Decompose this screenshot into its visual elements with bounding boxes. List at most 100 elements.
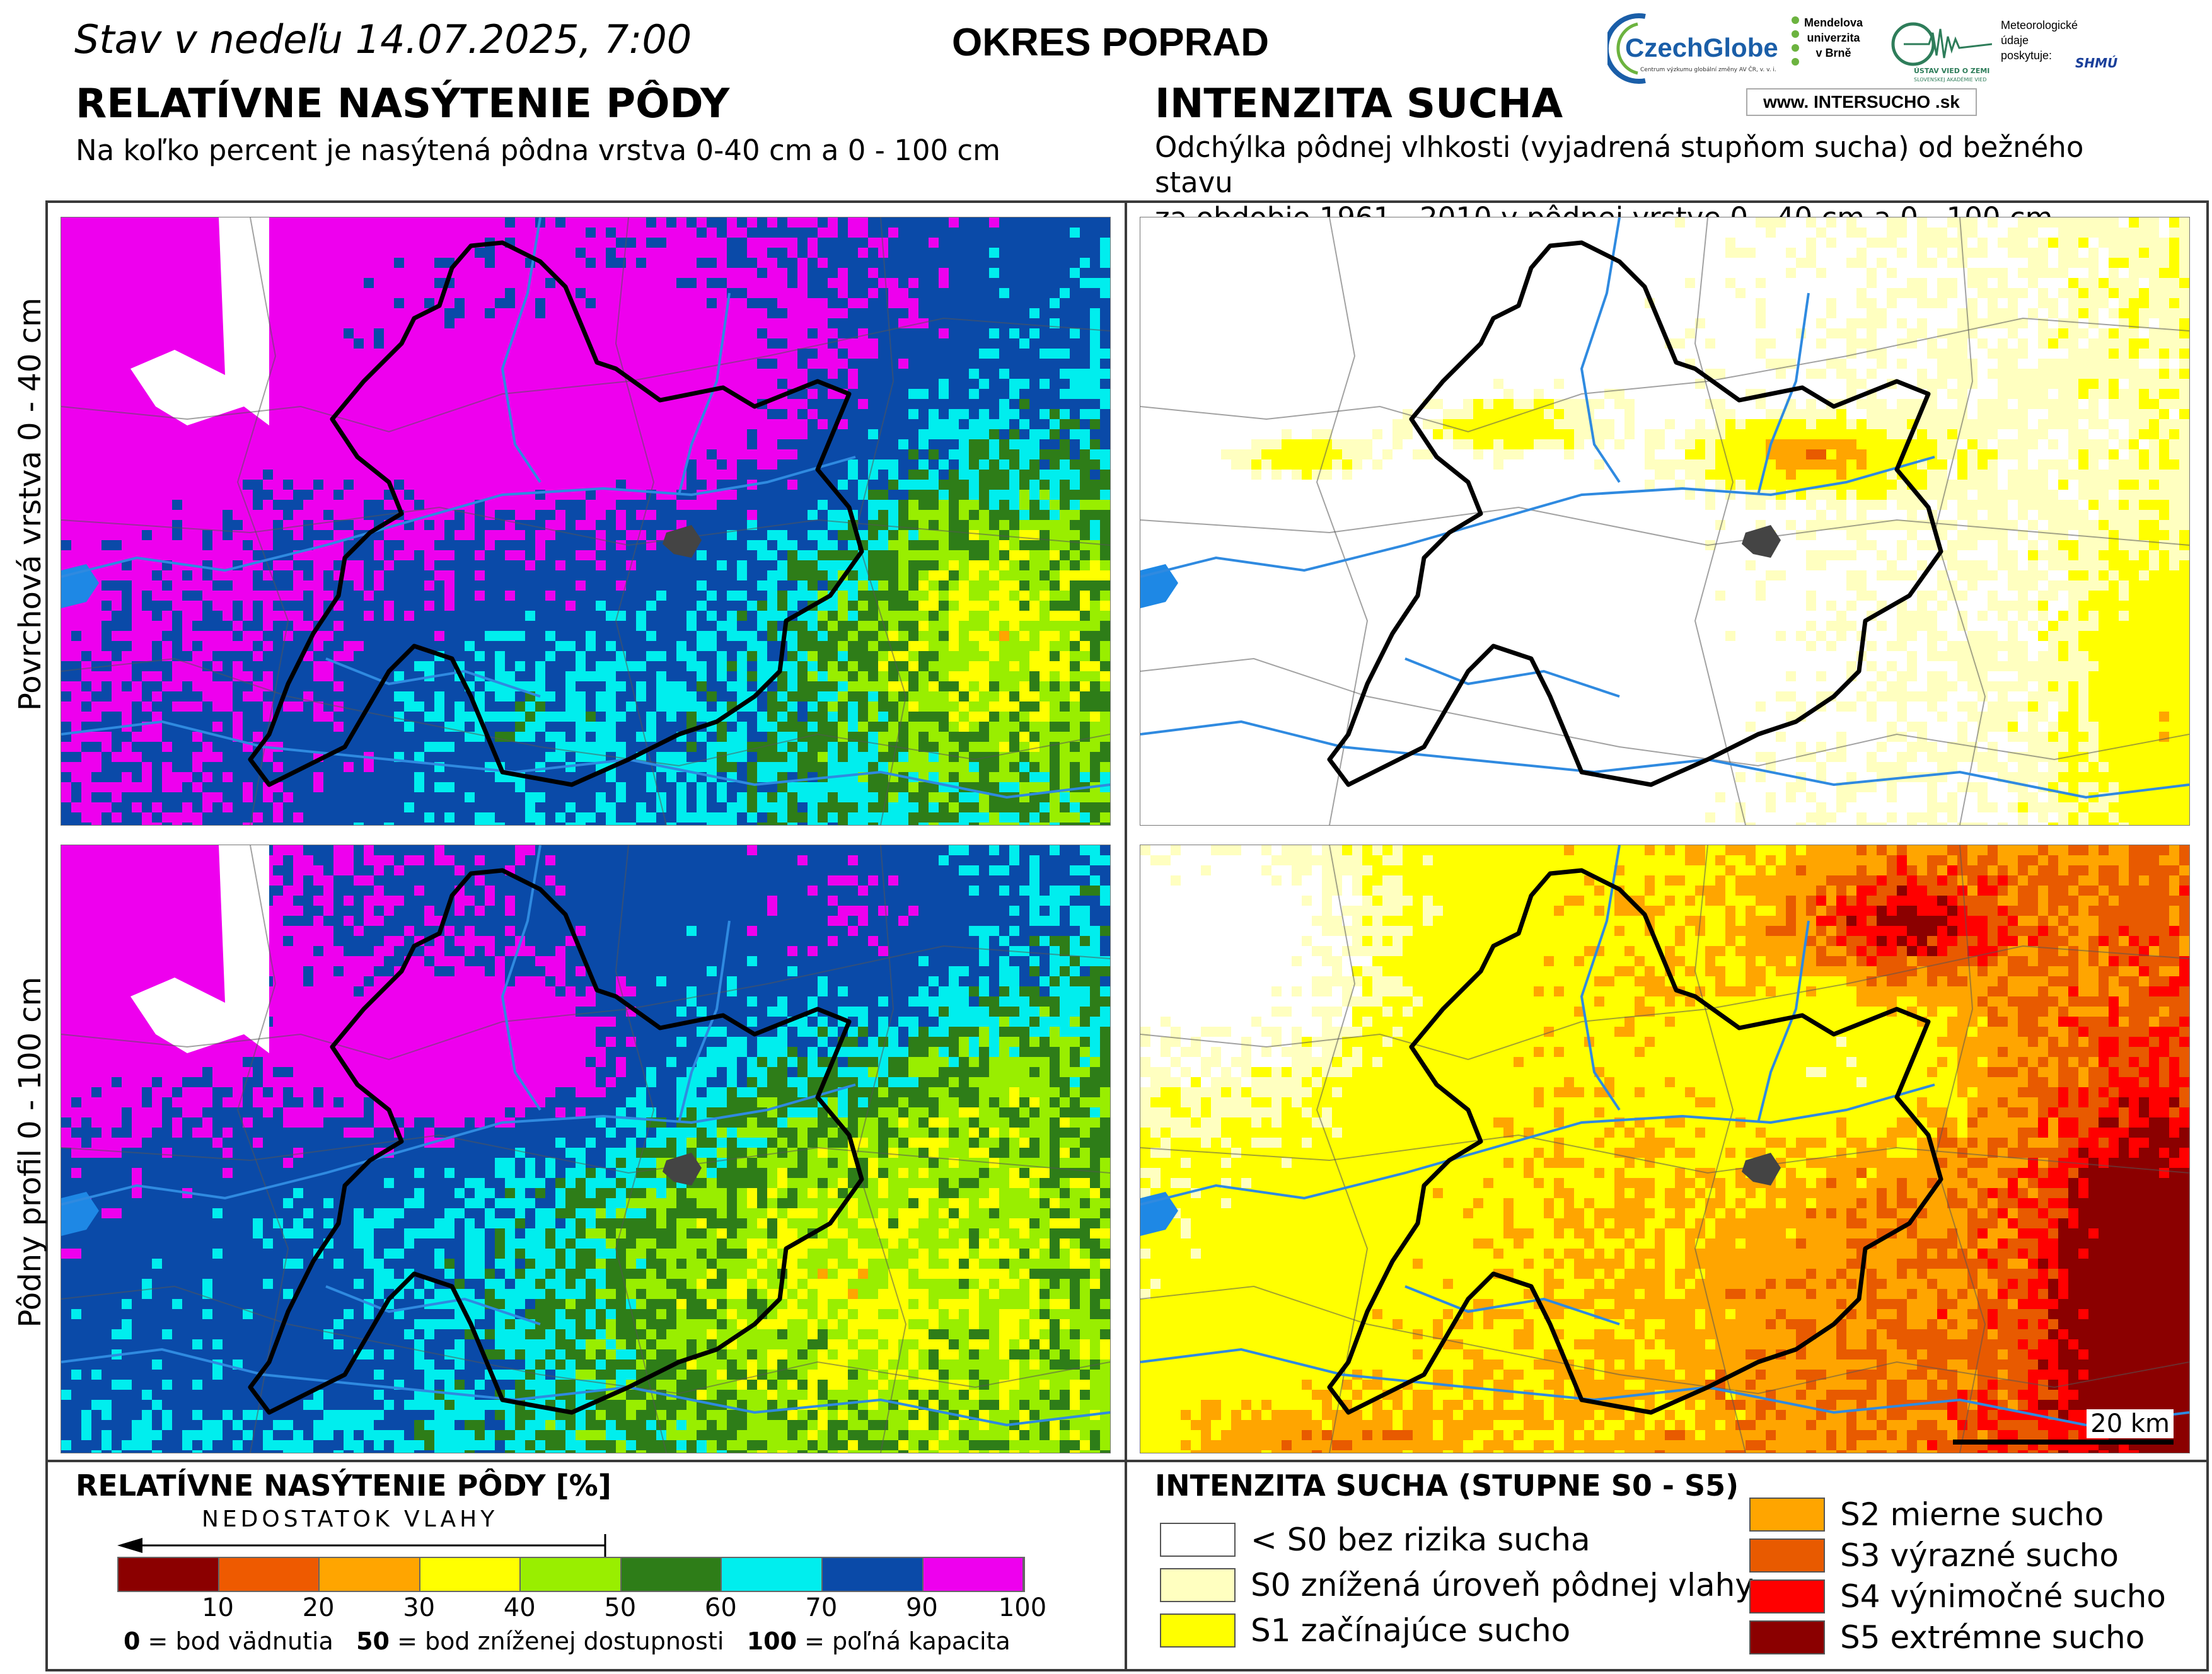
map-cell [525, 439, 535, 449]
map-cell [162, 470, 172, 480]
map-cell [555, 389, 565, 399]
map-cell [616, 661, 626, 671]
map-cell [323, 490, 333, 500]
map-cell [394, 278, 404, 288]
map-cell [576, 449, 586, 459]
map-cell [747, 217, 757, 228]
map-cell [878, 278, 888, 288]
map-cell [908, 641, 918, 651]
map-cell [71, 278, 81, 288]
map-cell [636, 570, 646, 580]
map-cell [656, 459, 666, 470]
map-cell [182, 540, 192, 550]
map-cell [485, 500, 495, 510]
map-saturation-topsoil[interactable] [61, 217, 1111, 826]
map-cell [878, 661, 888, 671]
map-cell [888, 349, 898, 359]
map-cell [818, 359, 828, 369]
map-cell [344, 510, 354, 520]
map-cell [565, 217, 576, 228]
map-cell [303, 268, 313, 278]
map-cell [485, 681, 495, 691]
map-cell [808, 439, 818, 449]
map-cell [283, 510, 293, 520]
map-cell [707, 641, 717, 651]
map-cell [707, 308, 717, 318]
map-cell [112, 500, 122, 510]
map-cell [122, 429, 132, 439]
map-cell [656, 470, 666, 480]
map-cell [1009, 449, 1019, 459]
map-cell [888, 288, 898, 298]
map-cell [757, 641, 767, 651]
map-cell [969, 248, 979, 258]
map-cell [586, 258, 596, 268]
map-cell [313, 389, 323, 399]
map-cell [898, 621, 908, 631]
map-cell [787, 429, 797, 439]
map-cell [727, 681, 737, 691]
map-cell [606, 409, 616, 419]
map-cell [172, 540, 182, 550]
map-cell [354, 318, 364, 328]
map-cell [747, 349, 757, 359]
map-cell [979, 540, 989, 550]
map-cell [616, 550, 626, 560]
map-cell [1029, 550, 1039, 560]
map-cell [626, 641, 636, 651]
map-cell [1070, 217, 1080, 228]
map-cell [162, 500, 172, 510]
map-cell [1019, 419, 1029, 429]
map-cell [384, 691, 394, 701]
map-cell [848, 308, 858, 318]
map-cell [707, 419, 717, 429]
map-cell [132, 238, 142, 248]
map-cell [646, 601, 656, 611]
map-cell [132, 601, 142, 611]
map-cell [162, 540, 172, 550]
map-cell [444, 631, 455, 641]
map-cell [1070, 409, 1080, 419]
map-cell [283, 399, 293, 409]
map-cell [384, 580, 394, 591]
intersucho-link[interactable]: www. INTERSUCHO .sk [1746, 88, 1977, 116]
map-cell [273, 601, 283, 611]
map-cell [354, 560, 364, 570]
map-cell [787, 570, 797, 580]
map-cell [576, 570, 586, 580]
map-cell [969, 540, 979, 550]
map-cell [918, 651, 929, 661]
map-cell [939, 621, 949, 631]
map-cell [444, 248, 455, 258]
map-cell [646, 429, 656, 439]
map-cell [1080, 510, 1090, 520]
map-cell [344, 621, 354, 631]
map-cell [273, 681, 283, 691]
map-cell [1029, 328, 1039, 338]
map-cell [233, 459, 243, 470]
map-cell [787, 288, 797, 298]
map-cell [414, 248, 424, 258]
map-cell [263, 429, 273, 439]
map-cell [71, 530, 81, 540]
map-cell [979, 570, 989, 580]
map-cell [737, 490, 747, 500]
map-cell [344, 500, 354, 510]
map-cell [192, 510, 202, 520]
map-cell [202, 429, 212, 439]
map-cell [485, 560, 495, 570]
map-cell [273, 560, 283, 570]
map-cell [1050, 217, 1060, 228]
map-cell [757, 268, 767, 278]
map-cell [908, 459, 918, 470]
map-cell [626, 248, 636, 258]
map-cell [61, 490, 71, 500]
map-cell [283, 560, 293, 570]
map-cell [91, 238, 101, 248]
map-cell [233, 580, 243, 591]
map-cell [918, 459, 929, 470]
map-cell [142, 399, 152, 409]
map-cell [293, 389, 303, 399]
map-cell [616, 268, 626, 278]
map-cell [848, 480, 858, 490]
